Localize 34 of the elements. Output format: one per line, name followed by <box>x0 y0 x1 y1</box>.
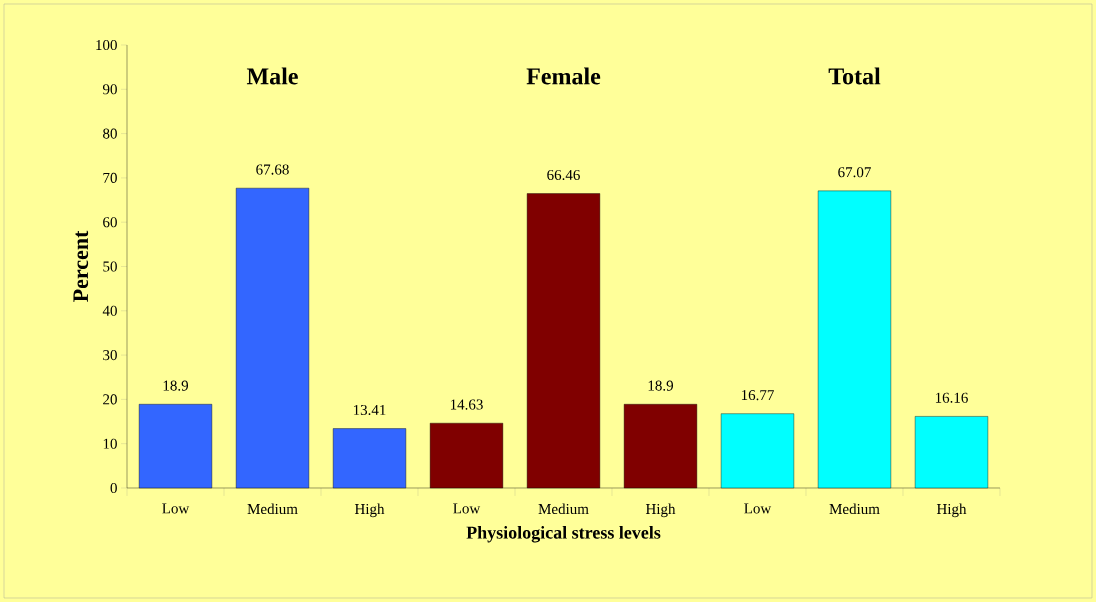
x-tick-label: High <box>645 503 676 518</box>
data-label: 18.9 <box>163 380 189 391</box>
data-label: 16.77 <box>741 390 774 401</box>
y-tick-label: 30 <box>103 350 117 361</box>
data-label: 18.9 <box>648 380 674 391</box>
y-tick-label: 100 <box>96 39 117 51</box>
data-label: 13.41 <box>353 404 386 416</box>
x-tick-label: Medium <box>829 503 880 515</box>
data-label: 14.63 <box>450 399 483 410</box>
y-tick-label: 20 <box>103 394 117 405</box>
y-tick-label: 10 <box>103 438 117 449</box>
annotation: Male <box>246 67 298 85</box>
x-tick-label: High <box>936 503 967 518</box>
y-tick-label: 50 <box>103 261 117 272</box>
y-tick-label: 40 <box>102 305 117 316</box>
x-tick-label: Low <box>744 503 772 514</box>
x-axis-title: Physiological stress levels <box>466 526 661 543</box>
x-tick-label: Medium <box>538 503 589 515</box>
x-tick-label: Medium <box>247 503 298 515</box>
y-tick-label: 70 <box>103 172 117 183</box>
annotation: Female <box>526 67 601 85</box>
y-tick-label: 80 <box>103 128 117 139</box>
y-tick-label: 60 <box>103 217 117 228</box>
annotation: Total <box>828 67 881 85</box>
x-tick-label: High <box>354 503 385 518</box>
data-label: 16.16 <box>935 392 968 403</box>
x-tick-label: Low <box>453 503 481 514</box>
y-tick-label: 90 <box>102 84 117 95</box>
x-tick-label: Low <box>162 503 190 514</box>
data-label: 67.07 <box>838 167 871 178</box>
data-label: 66.46 <box>547 169 580 181</box>
y-tick-label: 0 <box>110 482 117 494</box>
data-label: 67.68 <box>256 164 289 175</box>
y-axis-title: Percent <box>73 230 89 302</box>
